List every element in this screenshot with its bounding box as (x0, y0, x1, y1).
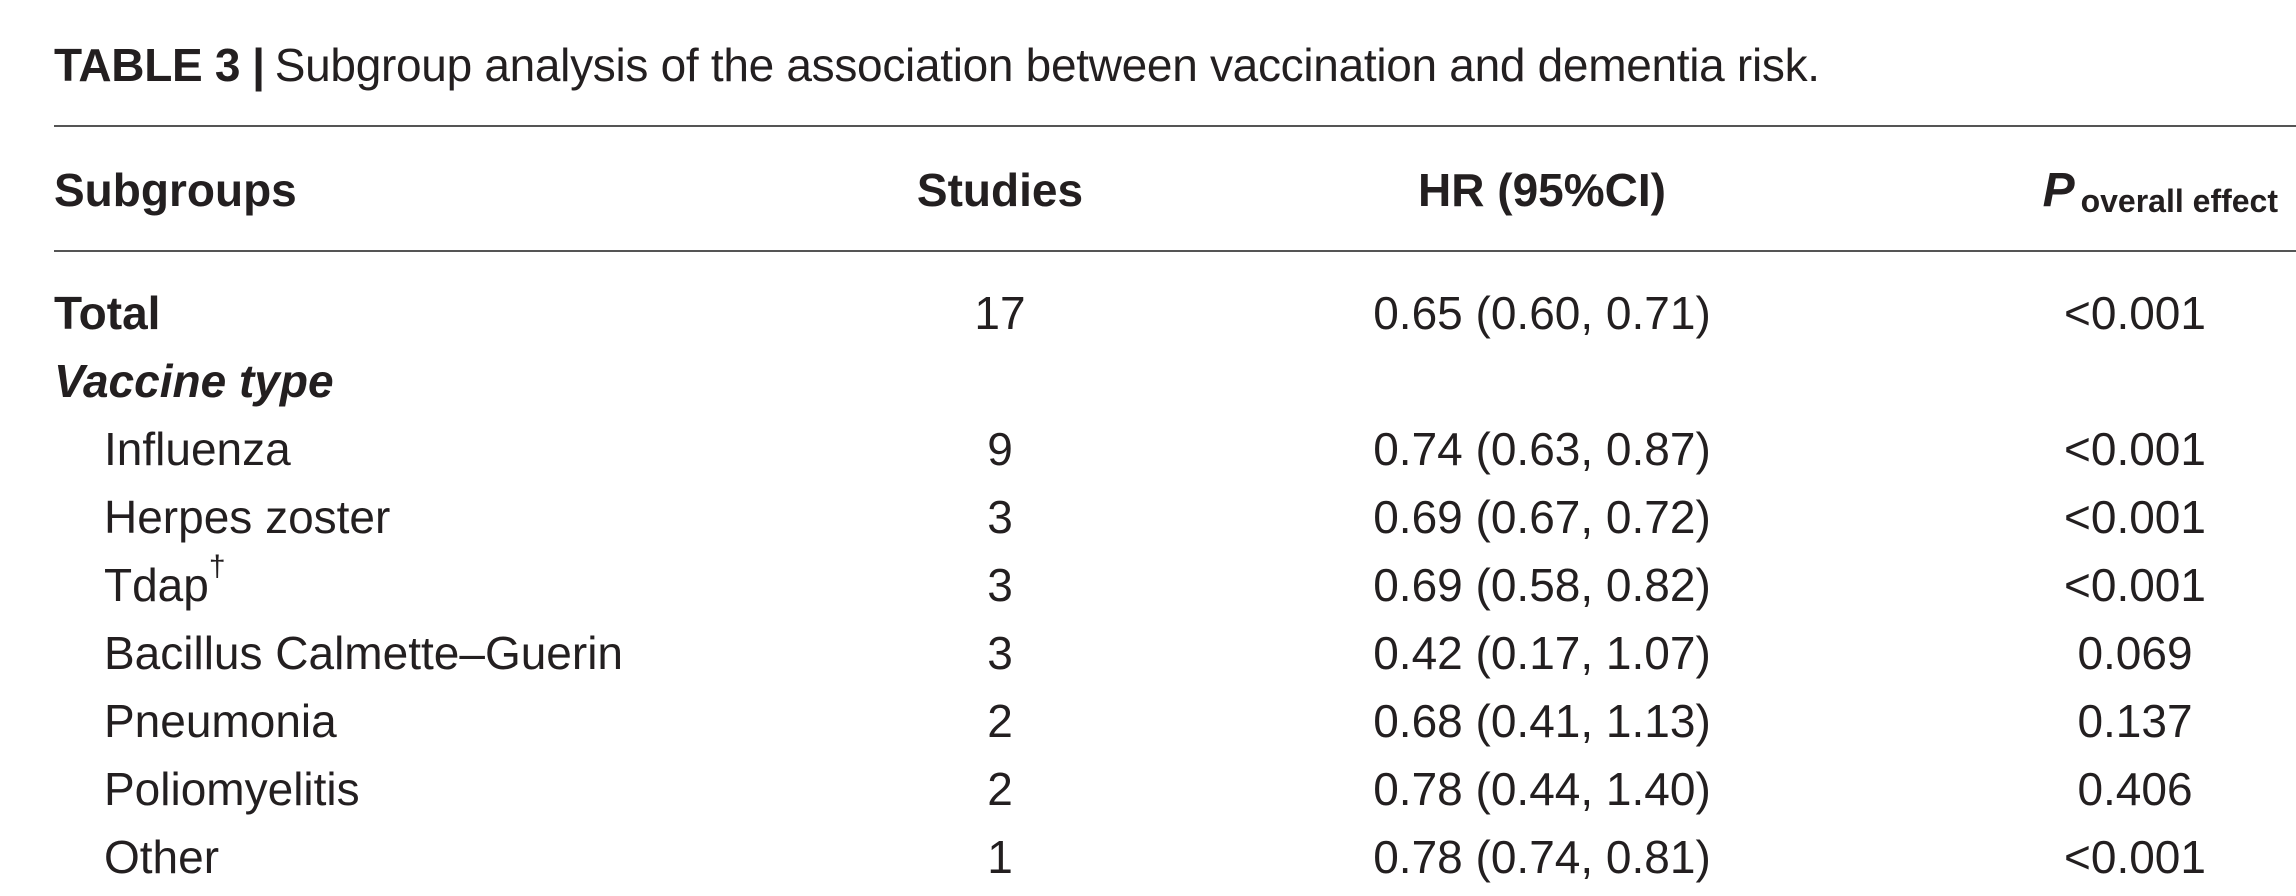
row-hr: 0.68 (0.41, 1.13) (1373, 695, 1711, 747)
table-row: Herpes zoster 3 0.69 (0.67, 0.72) <0.001 (0, 483, 2296, 551)
row-hr: 0.42 (0.17, 1.07) (1373, 627, 1711, 679)
caption-text: Subgroup analysis of the association bet… (274, 39, 1820, 91)
row-studies: 2 (987, 763, 1013, 815)
row-p: <0.001 (2064, 559, 2206, 611)
table-row: Influenza 9 0.74 (0.63, 0.87) <0.001 (0, 415, 2296, 483)
row-label: Other (104, 831, 220, 883)
row-label: Pneumonia (104, 695, 337, 747)
row-label: Poliomyelitis (104, 763, 360, 815)
row-studies: 9 (987, 423, 1013, 475)
top-rule (54, 125, 2296, 127)
row-hr: 0.69 (0.67, 0.72) (1373, 491, 1711, 543)
header-hr: HR (95%CI) (1418, 164, 1666, 216)
row-studies: 3 (987, 559, 1013, 611)
section-label: Vaccine type (54, 355, 334, 407)
caption-separator: | (252, 39, 265, 91)
total-p: <0.001 (2064, 287, 2206, 339)
row-studies: 3 (987, 627, 1013, 679)
table-caption: TABLE 3 | Subgroup analysis of the associa… (54, 30, 1820, 100)
table-row: Other 1 0.78 (0.74, 0.81) <0.001 (0, 823, 2296, 891)
row-studies: 1 (987, 831, 1013, 883)
row-p: 0.137 (2077, 695, 2193, 747)
table-number: TABLE 3 (54, 39, 241, 91)
total-hr: 0.65 (0.60, 0.71) (1373, 287, 1711, 339)
row-hr: 0.78 (0.74, 0.81) (1373, 831, 1711, 883)
header-p-symbol: P (2042, 164, 2075, 217)
total-studies: 17 (974, 287, 1026, 339)
header-p-subscript: overall effect (2080, 183, 2278, 219)
row-p: <0.001 (2064, 423, 2206, 475)
header-rule (54, 250, 2296, 252)
row-hr: 0.78 (0.44, 1.40) (1373, 763, 1711, 815)
section-row-vaccine-type: Vaccine type (0, 347, 2296, 415)
table-row: Tdap† 3 0.69 (0.58, 0.82) <0.001 (0, 550, 2296, 619)
row-p: <0.001 (2064, 831, 2206, 883)
row-label: Herpes zoster (104, 491, 391, 543)
table-row: Bacillus Calmette–Guerin 3 0.42 (0.17, 1… (0, 619, 2296, 687)
header-subgroups: Subgroups (54, 164, 297, 216)
row-label: Tdap† (104, 550, 226, 611)
row-label: Bacillus Calmette–Guerin (104, 627, 624, 679)
table-row: Poliomyelitis 2 0.78 (0.44, 1.40) 0.406 (0, 755, 2296, 823)
row-p: 0.069 (2077, 627, 2193, 679)
footnote-dagger: † (208, 550, 226, 583)
total-label: Total (54, 287, 161, 339)
row-p: <0.001 (2064, 491, 2206, 543)
row-hr: 0.69 (0.58, 0.82) (1373, 559, 1711, 611)
table-row-total: Total 17 0.65 (0.60, 0.71) <0.001 (0, 279, 2296, 347)
row-label: Influenza (104, 423, 291, 475)
header-studies: Studies (916, 164, 1084, 216)
row-studies: 3 (987, 491, 1013, 543)
row-hr: 0.74 (0.63, 0.87) (1373, 423, 1711, 475)
row-p: 0.406 (2077, 763, 2193, 815)
row-studies: 2 (987, 695, 1013, 747)
table-row: Pneumonia 2 0.68 (0.41, 1.13) 0.137 (0, 687, 2296, 755)
